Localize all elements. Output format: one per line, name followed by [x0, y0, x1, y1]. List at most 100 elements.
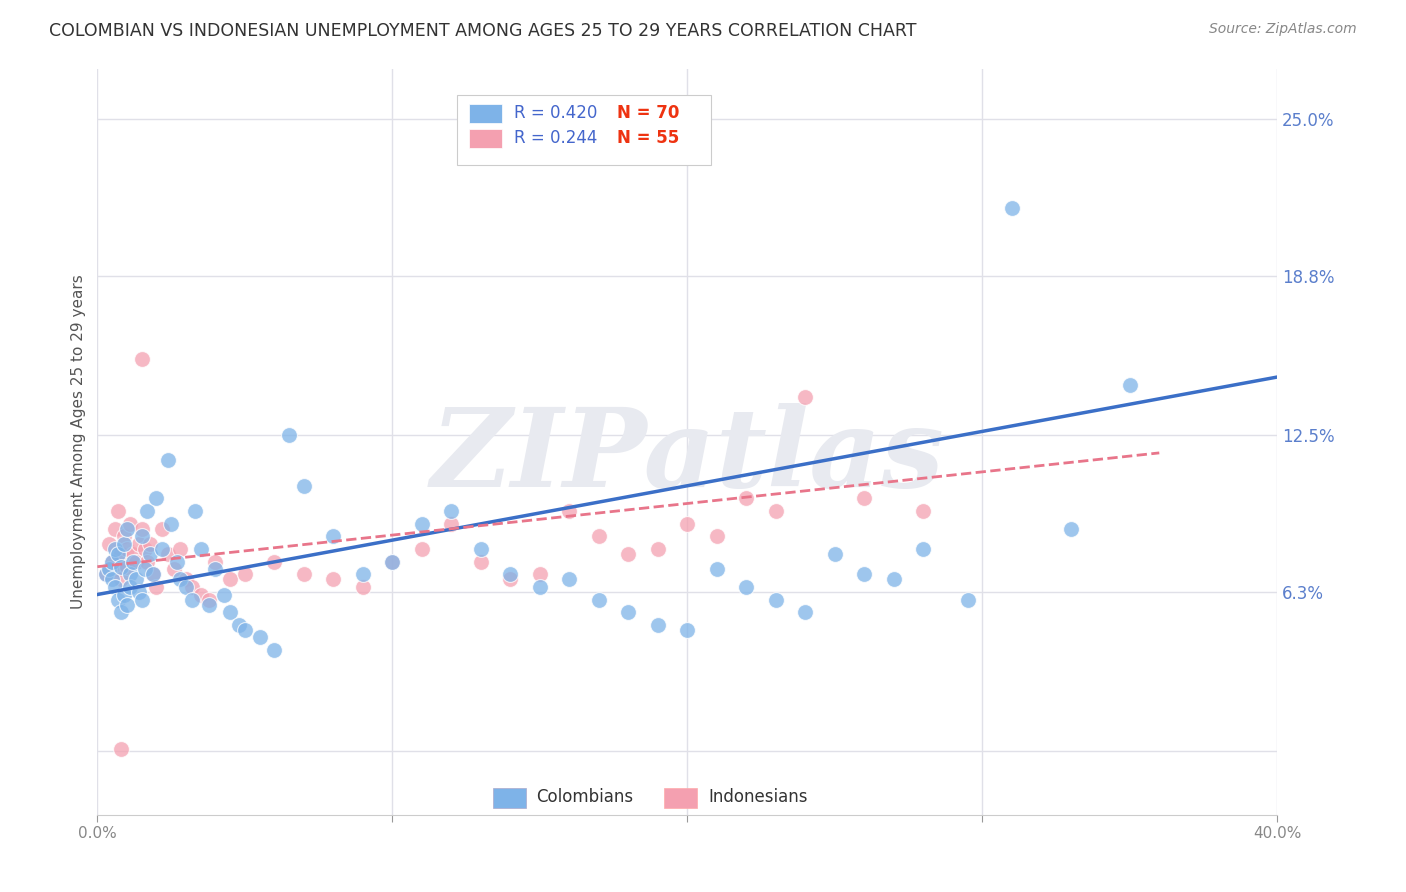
Point — [118, 516, 141, 531]
Point — [228, 618, 250, 632]
Point — [101, 572, 124, 586]
Point — [558, 572, 581, 586]
Bar — [470, 129, 502, 148]
Point — [180, 580, 202, 594]
Point — [115, 598, 138, 612]
Point — [470, 555, 492, 569]
Point — [1119, 377, 1142, 392]
Point — [115, 541, 138, 556]
Point — [617, 547, 640, 561]
Point — [169, 541, 191, 556]
Point — [160, 516, 183, 531]
Point — [169, 572, 191, 586]
Point — [131, 352, 153, 367]
Point — [212, 587, 235, 601]
Point — [588, 529, 610, 543]
Point — [499, 567, 522, 582]
Point — [150, 522, 173, 536]
Point — [735, 580, 758, 594]
Point — [735, 491, 758, 506]
Point — [233, 623, 256, 637]
Point — [131, 592, 153, 607]
Point — [676, 516, 699, 531]
Point — [101, 555, 124, 569]
Point — [110, 559, 132, 574]
Point — [118, 567, 141, 582]
Point — [588, 592, 610, 607]
Point — [112, 587, 135, 601]
Point — [263, 555, 285, 569]
Point — [183, 504, 205, 518]
Point — [647, 541, 669, 556]
Point — [824, 547, 846, 561]
Point — [190, 587, 212, 601]
Bar — [492, 789, 526, 808]
Point — [794, 390, 817, 404]
Point — [558, 504, 581, 518]
Point — [118, 580, 141, 594]
Point — [1001, 201, 1024, 215]
Point — [198, 598, 221, 612]
Point — [617, 605, 640, 619]
Point — [198, 592, 221, 607]
Point — [219, 605, 242, 619]
Point — [292, 479, 315, 493]
Point — [647, 618, 669, 632]
Point — [157, 453, 180, 467]
Text: Indonesians: Indonesians — [709, 789, 808, 806]
Point — [107, 562, 129, 576]
Point — [110, 741, 132, 756]
Point — [233, 567, 256, 582]
Point — [794, 605, 817, 619]
Point — [1060, 522, 1083, 536]
Point — [676, 623, 699, 637]
Point — [180, 592, 202, 607]
Point — [706, 562, 728, 576]
Point — [136, 555, 159, 569]
Point — [136, 504, 159, 518]
Point — [110, 572, 132, 586]
Point — [98, 537, 121, 551]
Point — [104, 580, 127, 594]
Point — [121, 547, 143, 561]
Text: ZIPatlas: ZIPatlas — [430, 402, 945, 510]
Point — [142, 567, 165, 582]
Bar — [664, 789, 697, 808]
Point — [125, 555, 148, 569]
Point — [912, 541, 935, 556]
Point — [883, 572, 905, 586]
Point — [204, 562, 226, 576]
Text: COLOMBIAN VS INDONESIAN UNEMPLOYMENT AMONG AGES 25 TO 29 YEARS CORRELATION CHART: COLOMBIAN VS INDONESIAN UNEMPLOYMENT AMO… — [49, 22, 917, 40]
Bar — [470, 103, 502, 123]
Point — [107, 504, 129, 518]
Text: Source: ZipAtlas.com: Source: ZipAtlas.com — [1209, 22, 1357, 37]
Point — [110, 605, 132, 619]
Point — [125, 572, 148, 586]
Point — [134, 541, 156, 556]
Point — [381, 555, 404, 569]
Point — [706, 529, 728, 543]
Point — [912, 504, 935, 518]
Point — [96, 567, 118, 582]
Point — [98, 562, 121, 576]
Point — [204, 555, 226, 569]
Point — [104, 541, 127, 556]
Y-axis label: Unemployment Among Ages 25 to 29 years: Unemployment Among Ages 25 to 29 years — [72, 274, 86, 609]
Point — [128, 585, 150, 599]
Point — [411, 541, 433, 556]
Point — [139, 537, 162, 551]
Point — [765, 592, 787, 607]
Text: N = 55: N = 55 — [616, 129, 679, 147]
Point — [411, 516, 433, 531]
Point — [166, 555, 188, 569]
Point — [115, 522, 138, 536]
Point — [853, 491, 876, 506]
Point — [131, 522, 153, 536]
Point — [352, 567, 374, 582]
Point — [292, 567, 315, 582]
Point — [219, 572, 242, 586]
Point — [145, 491, 167, 506]
Text: Colombians: Colombians — [536, 789, 634, 806]
Point — [107, 547, 129, 561]
Point — [174, 572, 197, 586]
